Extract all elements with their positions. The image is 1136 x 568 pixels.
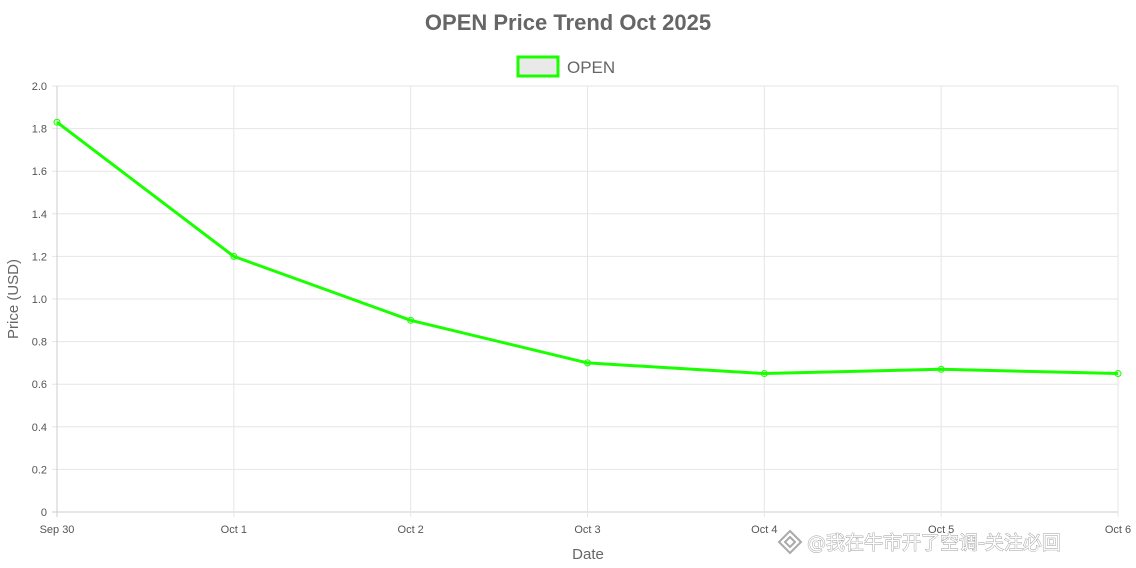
y-tick-label: 0.6: [32, 379, 47, 391]
data-point[interactable]: [584, 359, 591, 367]
series-line: [56, 121, 1119, 376]
x-tick-label: Oct 1: [221, 524, 247, 536]
y-tick-label: 0: [41, 507, 47, 519]
y-tick-label: 0.4: [32, 422, 47, 434]
x-tick-label: Oct 6: [1105, 524, 1131, 536]
watermark-text: @我在牛市开了空调-关注必回: [807, 532, 1061, 554]
watermark-logo-icon: [777, 529, 803, 555]
data-point[interactable]: [760, 370, 768, 378]
chart-title: OPEN Price Trend Oct 2025: [425, 10, 711, 35]
y-axis-title: Price (USD): [5, 259, 22, 339]
watermark: @我在牛市开了空调-关注必回: [777, 529, 1061, 555]
data-point[interactable]: [230, 252, 238, 260]
series-open: [53, 118, 1122, 378]
x-tick-label: Oct 3: [574, 524, 600, 536]
x-tick-label: Oct 4: [751, 524, 777, 536]
y-axis-ticks: 0 0.2 0.4 0.6 0.8 1.0 1.2 1.4 1.6 1.8 2.0: [32, 81, 47, 519]
y-tick-label: 2.0: [32, 81, 47, 93]
y-tick-label: 1.4: [32, 209, 47, 221]
legend-swatch: [516, 55, 560, 78]
y-tick-label: 0.2: [32, 464, 47, 476]
legend[interactable]: OPEN: [516, 55, 615, 78]
grid: [52, 85, 1119, 517]
data-point[interactable]: [407, 316, 415, 324]
y-tick-label: 1.6: [32, 166, 47, 178]
y-tick-label: 0.8: [32, 337, 47, 349]
data-point[interactable]: [53, 118, 61, 126]
x-tick-label: Oct 2: [398, 524, 424, 536]
legend-label: OPEN: [567, 58, 615, 77]
y-tick-label: 1.0: [32, 294, 47, 306]
y-tick-label: 1.2: [32, 251, 47, 263]
x-axis-title: Date: [572, 546, 604, 563]
x-axis-ticks: Sep 30 Oct 1 Oct 2 Oct 3 Oct 4 Oct 5 Oct 6: [40, 524, 1132, 536]
x-tick-label: Oct 5: [928, 524, 954, 536]
data-point[interactable]: [937, 365, 945, 373]
x-tick-label: Sep 30: [40, 524, 75, 536]
y-tick-label: 1.8: [32, 124, 47, 136]
data-point[interactable]: [1114, 370, 1122, 378]
